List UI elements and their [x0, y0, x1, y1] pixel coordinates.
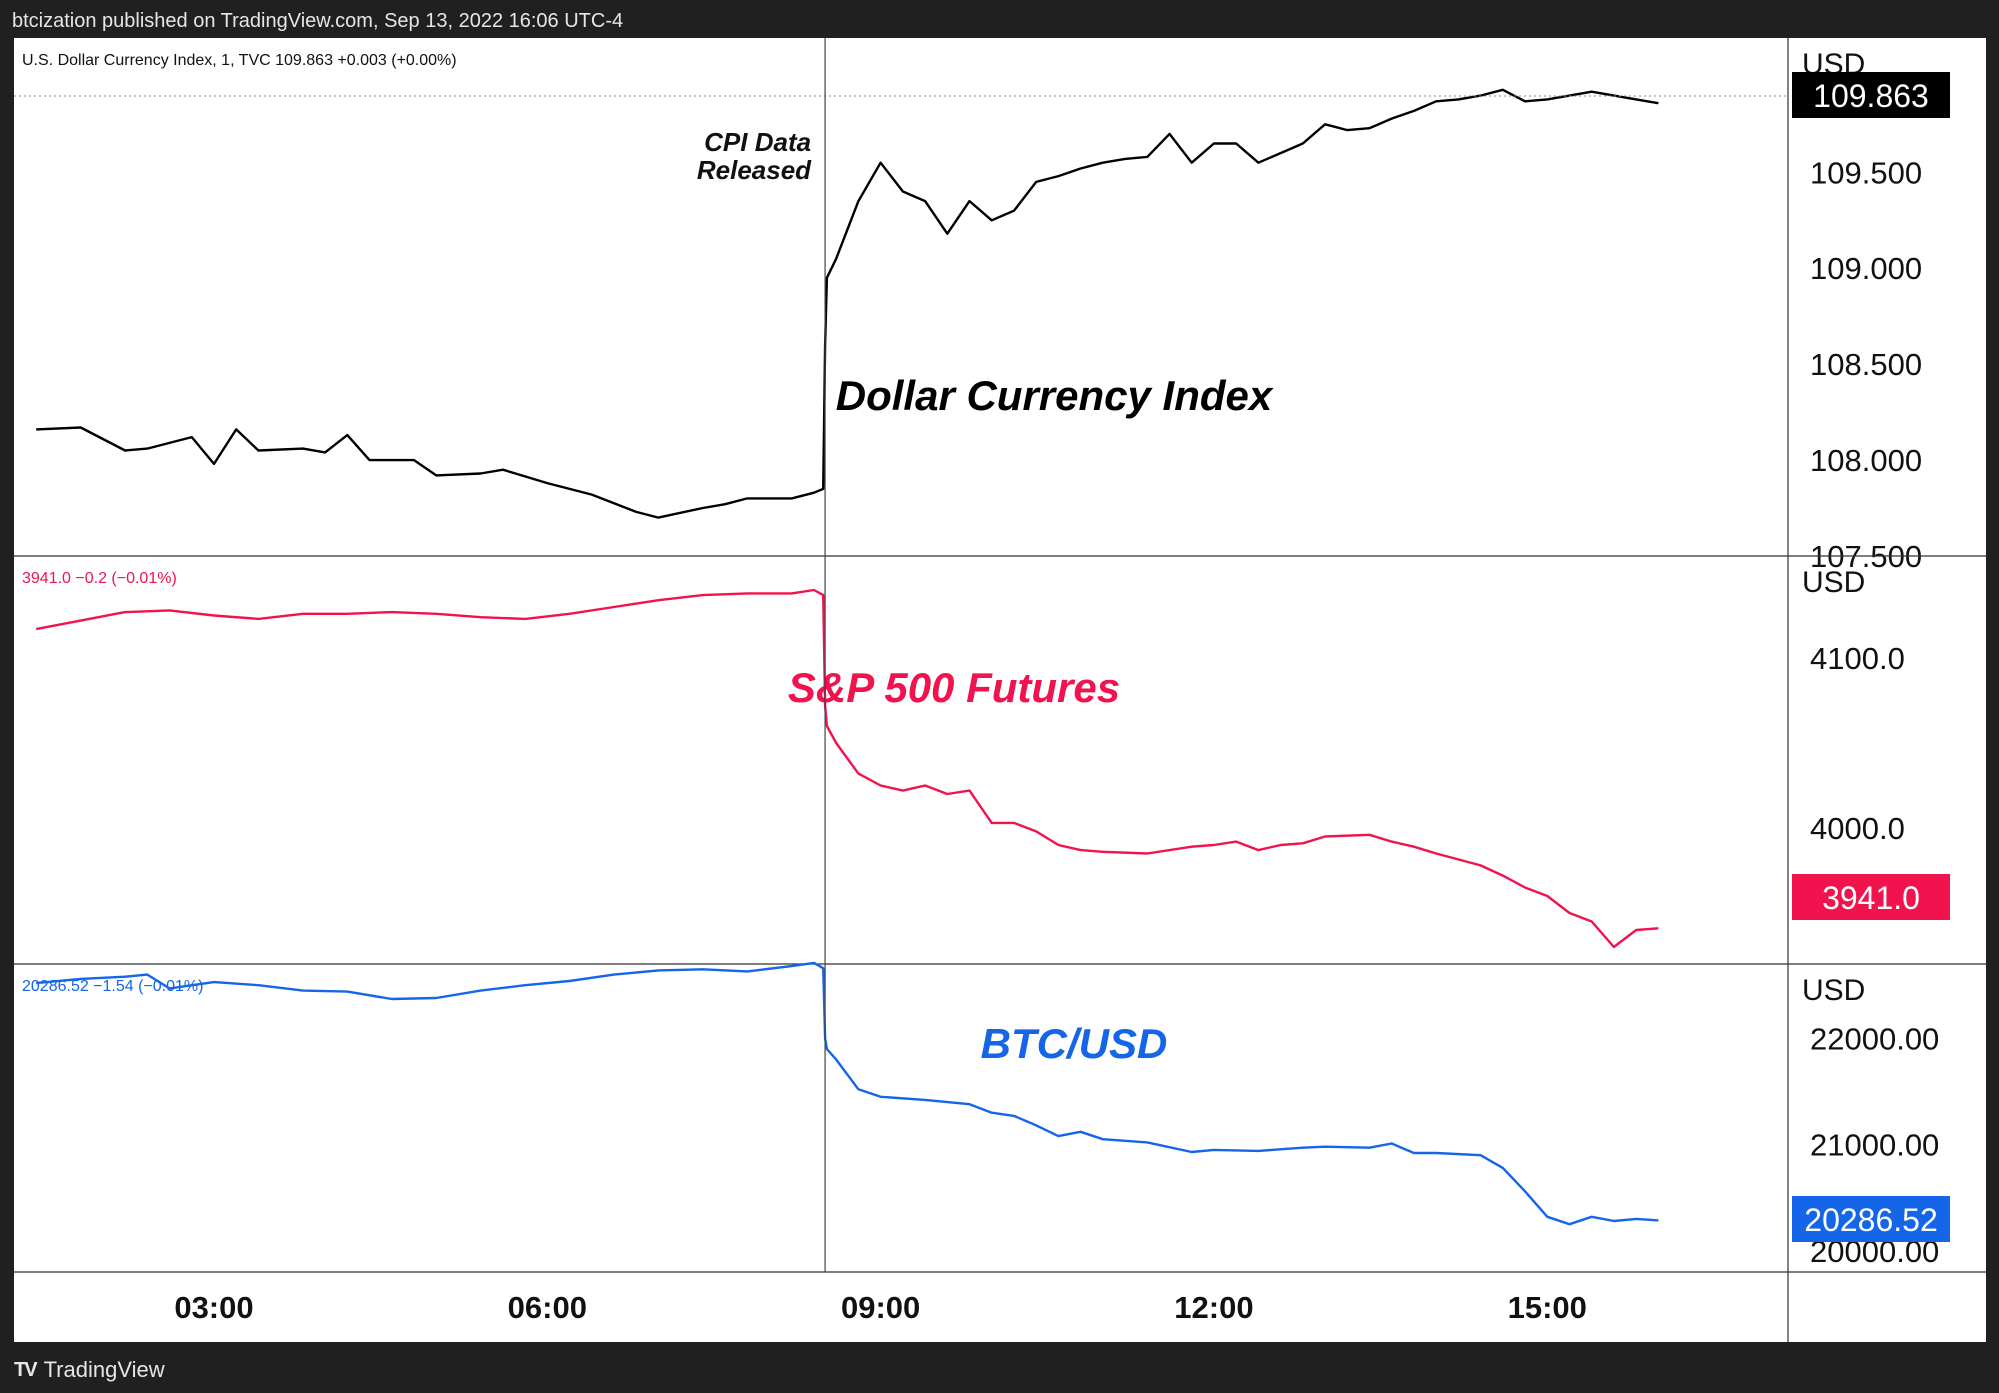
last-value-box-2	[1792, 1196, 1950, 1242]
legend-1: 3941.0 −0.2 (−0.01%)	[22, 570, 177, 587]
y-tick-0-0: 109.500	[1810, 155, 1922, 190]
x-tick-1: 06:00	[508, 1290, 587, 1325]
y-tick-0-2: 108.500	[1810, 347, 1922, 382]
last-value-label-1: 3941.0	[1822, 880, 1920, 916]
cpi-annotation-line2: Released	[697, 155, 812, 185]
series-line-1	[35, 588, 1659, 949]
unit-label-1: USD	[1802, 566, 1865, 599]
cpi-annotation-line1: CPI Data	[704, 127, 811, 157]
footer-brand: TradingView	[43, 1357, 165, 1382]
y-tick-1-1: 4000.0	[1810, 811, 1905, 846]
multi-pane-chart[interactable]: U.S. Dollar Currency Index, 1, TVC 109.8…	[14, 38, 1986, 1342]
y-tick-2-0: 22000.00	[1810, 1021, 1939, 1056]
published-header: btcization published on TradingView.com,…	[12, 10, 624, 32]
y-tick-2-1: 21000.00	[1810, 1128, 1939, 1163]
x-tick-0: 03:00	[174, 1290, 253, 1325]
pane-title-1: S&P 500 Futures	[788, 664, 1120, 711]
y-tick-1-0: 4100.0	[1810, 641, 1905, 676]
last-value-box-1	[1792, 874, 1950, 920]
x-tick-2: 09:00	[841, 1290, 920, 1325]
unit-label-2: USD	[1802, 974, 1865, 1007]
tradingview-logo-icon[interactable]: TV	[14, 1358, 38, 1381]
pane-title-2: BTC/USD	[981, 1020, 1168, 1067]
x-tick-4: 15:00	[1508, 1290, 1587, 1325]
legend-0: U.S. Dollar Currency Index, 1, TVC 109.8…	[22, 52, 457, 69]
footer: TV TradingView	[14, 1357, 165, 1383]
last-value-label-0: 109.863	[1813, 78, 1929, 114]
y-tick-0-3: 108.000	[1810, 443, 1922, 478]
chart-area: U.S. Dollar Currency Index, 1, TVC 109.8…	[14, 38, 1986, 1342]
x-tick-3: 12:00	[1174, 1290, 1253, 1325]
y-tick-0-1: 109.000	[1810, 251, 1922, 286]
pane-title-0: Dollar Currency Index	[836, 372, 1274, 419]
last-value-label-2: 20286.52	[1804, 1202, 1937, 1238]
series-line-2	[36, 961, 1659, 1226]
series-line-0	[36, 88, 1659, 519]
last-value-box-0	[1792, 72, 1950, 118]
